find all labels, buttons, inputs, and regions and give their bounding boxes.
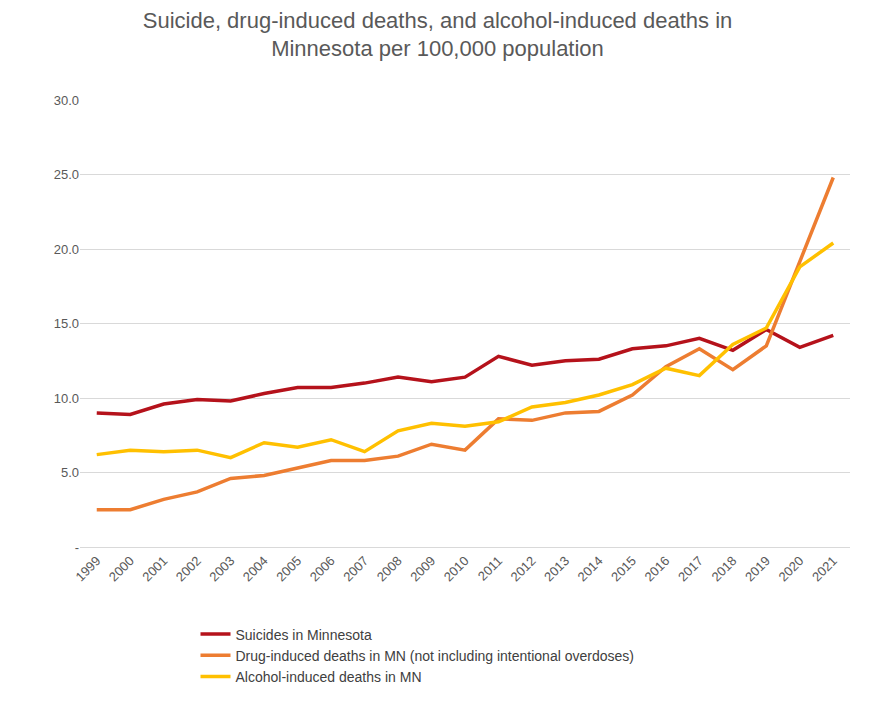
svg-text:2018: 2018	[708, 553, 739, 584]
svg-text:2001: 2001	[139, 553, 170, 584]
svg-text:2017: 2017	[675, 553, 706, 584]
svg-text:2016: 2016	[642, 553, 673, 584]
svg-text:Alcohol-induced deaths in MN: Alcohol-induced deaths in MN	[236, 669, 422, 685]
svg-text:2021: 2021	[809, 553, 840, 584]
svg-text:-: -	[75, 540, 79, 555]
svg-text:10.0: 10.0	[54, 391, 79, 406]
svg-text:2008: 2008	[374, 553, 405, 584]
svg-text:2002: 2002	[173, 553, 204, 584]
svg-text:2012: 2012	[508, 553, 539, 584]
svg-text:1999: 1999	[72, 553, 103, 584]
svg-text:2010: 2010	[441, 553, 472, 584]
svg-text:5.0: 5.0	[61, 465, 79, 480]
svg-text:2006: 2006	[307, 553, 338, 584]
svg-text:2004: 2004	[240, 553, 271, 584]
svg-text:2015: 2015	[608, 553, 639, 584]
svg-text:2000: 2000	[106, 553, 137, 584]
svg-text:Suicide, drug-induced deaths,: Suicide, drug-induced deaths, and alcoho…	[143, 8, 733, 62]
svg-text:2003: 2003	[206, 553, 237, 584]
svg-text:Drug-induced deaths in MN (not: Drug-induced deaths in MN (not including…	[236, 648, 634, 664]
svg-text:30.0: 30.0	[54, 93, 79, 108]
svg-text:2007: 2007	[340, 553, 371, 584]
svg-text:2014: 2014	[575, 553, 606, 584]
svg-text:2009: 2009	[407, 553, 438, 584]
svg-text:25.0: 25.0	[54, 167, 79, 182]
svg-text:2019: 2019	[742, 553, 773, 584]
svg-text:2013: 2013	[541, 553, 572, 584]
svg-text:15.0: 15.0	[54, 316, 79, 331]
svg-text:20.0: 20.0	[54, 242, 79, 257]
svg-text:2020: 2020	[775, 553, 806, 584]
svg-text:2011: 2011	[475, 553, 505, 583]
svg-text:2005: 2005	[273, 553, 304, 584]
svg-text:Suicides in Minnesota: Suicides in Minnesota	[236, 627, 372, 643]
